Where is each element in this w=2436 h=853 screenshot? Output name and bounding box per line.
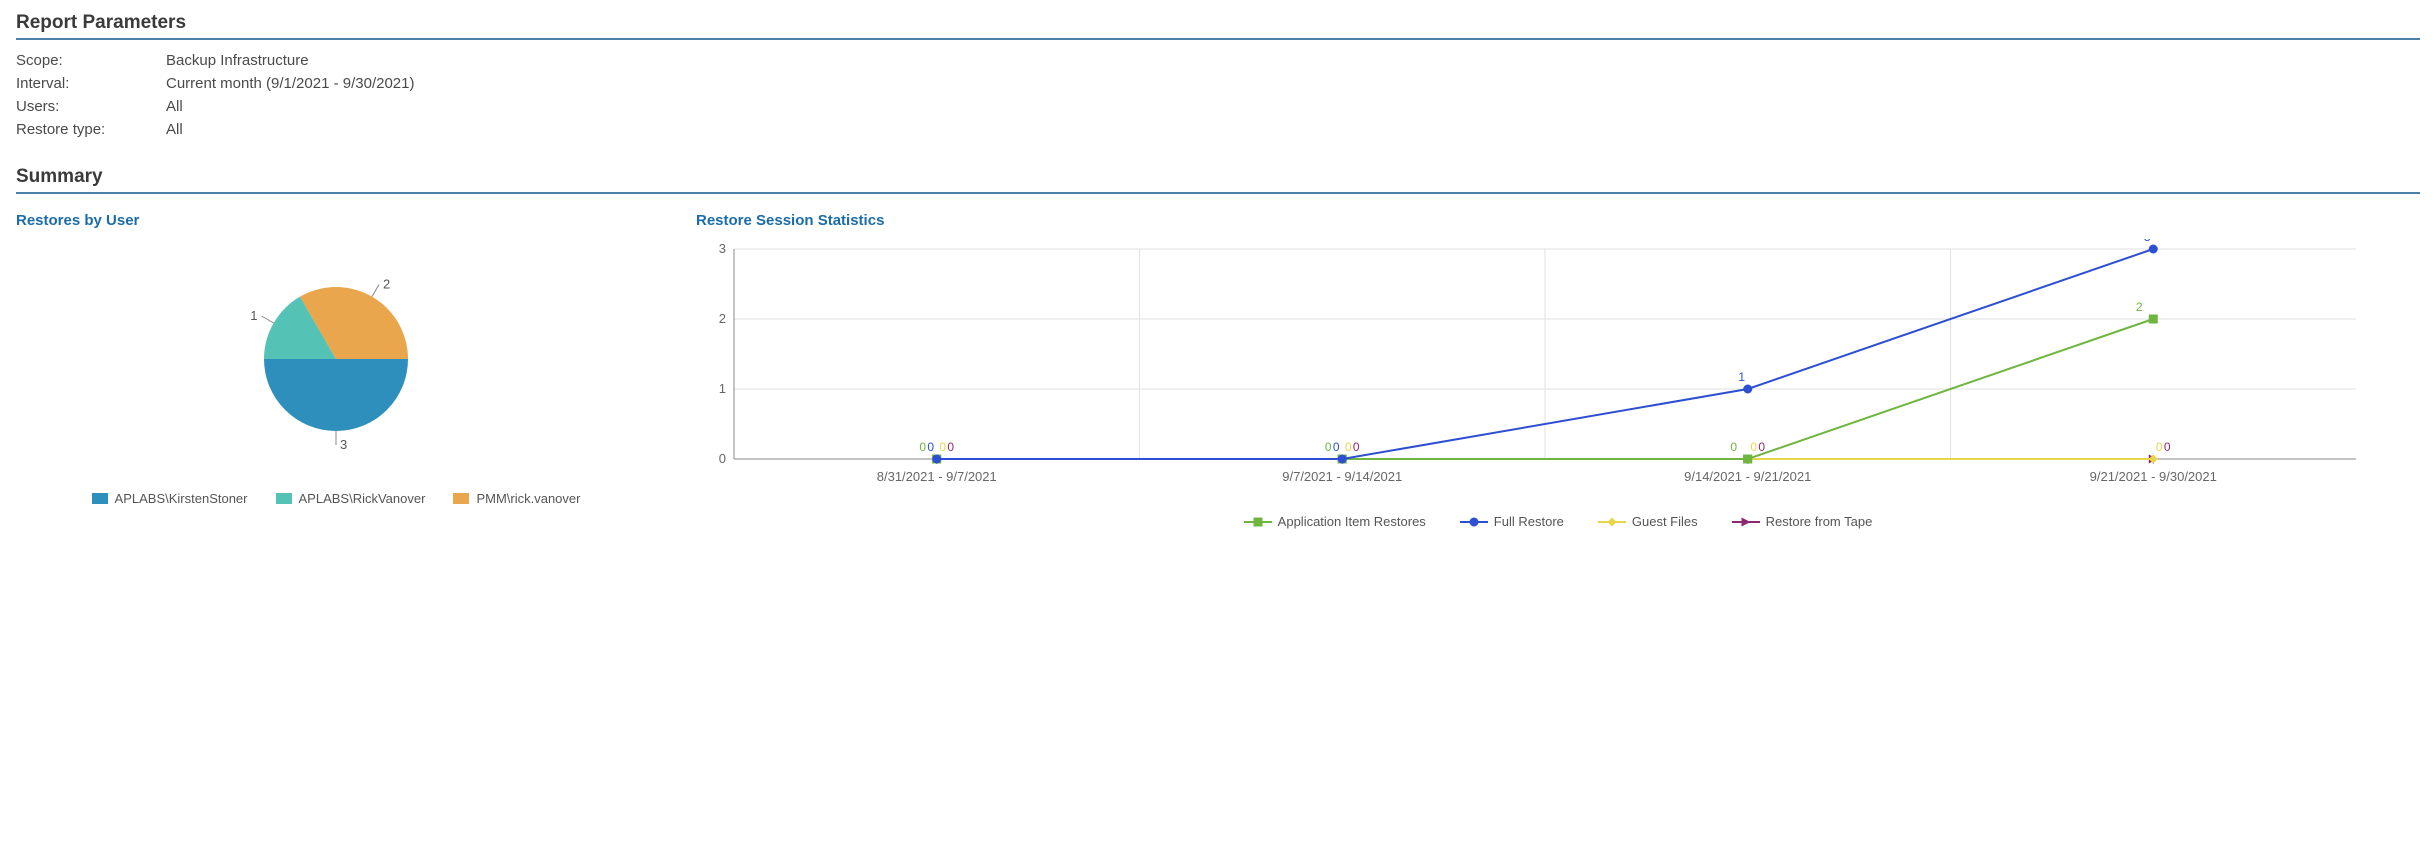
series-value-label: 0 [1758, 440, 1765, 454]
legend-item: Restore from Tape [1732, 514, 1873, 529]
legend-label: Restore from Tape [1766, 514, 1873, 529]
series-marker [1743, 385, 1752, 394]
legend-label: APLABS\RickVanover [299, 491, 426, 506]
x-tick-label: 9/7/2021 - 9/14/2021 [1282, 469, 1402, 484]
legend-swatch [1732, 515, 1760, 529]
legend-swatch [92, 493, 108, 504]
param-label: Restore type: [16, 121, 166, 138]
series-value-label: 0 [1730, 440, 1737, 454]
param-value: All [166, 121, 183, 138]
param-label: Scope: [16, 52, 166, 69]
series-value-label: 0 [947, 440, 954, 454]
pie-slice-label: 3 [340, 437, 347, 452]
series-marker [932, 455, 941, 464]
restores-by-user-title: Restores by User [16, 212, 656, 229]
series-value-label: 0 [927, 440, 934, 454]
legend-item: APLABS\KirstenStoner [92, 491, 248, 506]
series-value-label: 0 [1345, 440, 1352, 454]
legend-swatch [1460, 515, 1488, 529]
series-value-label: 0 [1750, 440, 1757, 454]
series-value-label: 2 [2136, 300, 2143, 314]
param-label: Interval: [16, 75, 166, 92]
y-tick-label: 0 [719, 451, 726, 466]
param-row-scope: Scope: Backup Infrastructure [16, 52, 2420, 69]
legend-label: PMM\rick.vanover [476, 491, 580, 506]
series-value-label: 1 [1738, 370, 1745, 384]
series-value-label: 0 [1333, 440, 1340, 454]
legend-label: Application Item Restores [1278, 514, 1426, 529]
param-row-users: Users: All [16, 98, 2420, 115]
pie-slice-label: 1 [250, 308, 257, 323]
series-marker [2149, 315, 2158, 324]
series-value-label: 0 [1353, 440, 1360, 454]
report-parameters-table: Scope: Backup Infrastructure Interval: C… [16, 52, 2420, 138]
param-label: Users: [16, 98, 166, 115]
legend-item: APLABS\RickVanover [276, 491, 426, 506]
restores-by-user-legend: APLABS\KirstenStoner APLABS\RickVanover PM… [16, 491, 656, 506]
series-marker [1743, 455, 1752, 464]
restores-by-user-pie-chart: 3 1 2 [206, 259, 466, 459]
legend-swatch [1598, 515, 1626, 529]
legend-swatch [276, 493, 292, 504]
series-value-label: 3 [2144, 239, 2151, 244]
summary-heading: Summary [16, 166, 2420, 194]
series-marker [1338, 455, 1347, 464]
legend-item: Full Restore [1460, 514, 1564, 529]
legend-item: PMM\rick.vanover [453, 491, 580, 506]
series-marker [2149, 245, 2158, 254]
legend-swatch [1244, 515, 1272, 529]
legend-label: Full Restore [1494, 514, 1564, 529]
y-tick-label: 1 [719, 381, 726, 396]
series-value-label: 0 [2164, 440, 2171, 454]
series-value-label: 0 [919, 440, 926, 454]
restore-session-statistics-title: Restore Session Statistics [696, 212, 2420, 229]
param-value: Backup Infrastructure [166, 52, 309, 69]
pie-slice [264, 359, 408, 431]
series-value-label: 0 [1325, 440, 1332, 454]
legend-item: Guest Files [1598, 514, 1698, 529]
param-value: Current month (9/1/2021 - 9/30/2021) [166, 75, 414, 92]
pie-slice-label: 2 [383, 277, 390, 292]
param-row-restore-type: Restore type: All [16, 121, 2420, 138]
restores-by-user-panel: Restores by User 3 1 2 APLABS\KirstenStone… [16, 212, 656, 529]
y-tick-label: 2 [719, 311, 726, 326]
legend-label: APLABS\KirstenStoner [115, 491, 248, 506]
x-tick-label: 9/21/2021 - 9/30/2021 [2090, 469, 2217, 484]
restore-session-statistics-panel: Restore Session Statistics 0 1 2 3 8/31/2021… [696, 212, 2420, 529]
param-row-interval: Interval: Current month (9/1/2021 - 9/30… [16, 75, 2420, 92]
report-parameters-heading: Report Parameters [16, 12, 2420, 40]
legend-label: Guest Files [1632, 514, 1698, 529]
x-tick-label: 8/31/2021 - 9/7/2021 [877, 469, 997, 484]
legend-swatch [453, 493, 469, 504]
param-value: All [166, 98, 183, 115]
series-value-label: 0 [2156, 440, 2163, 454]
restore-session-statistics-line-chart: 0 1 2 3 8/31/2021 - 9/7/2021 9/7/2021 - 9/14/… [696, 239, 2376, 499]
series-value-label: 0 [939, 440, 946, 454]
y-tick-label: 3 [719, 241, 726, 256]
restore-session-statistics-legend: Application Item Restores Full Restore Gue… [696, 514, 2420, 529]
x-tick-label: 9/14/2021 - 9/21/2021 [1684, 469, 1811, 484]
legend-item: Application Item Restores [1244, 514, 1426, 529]
